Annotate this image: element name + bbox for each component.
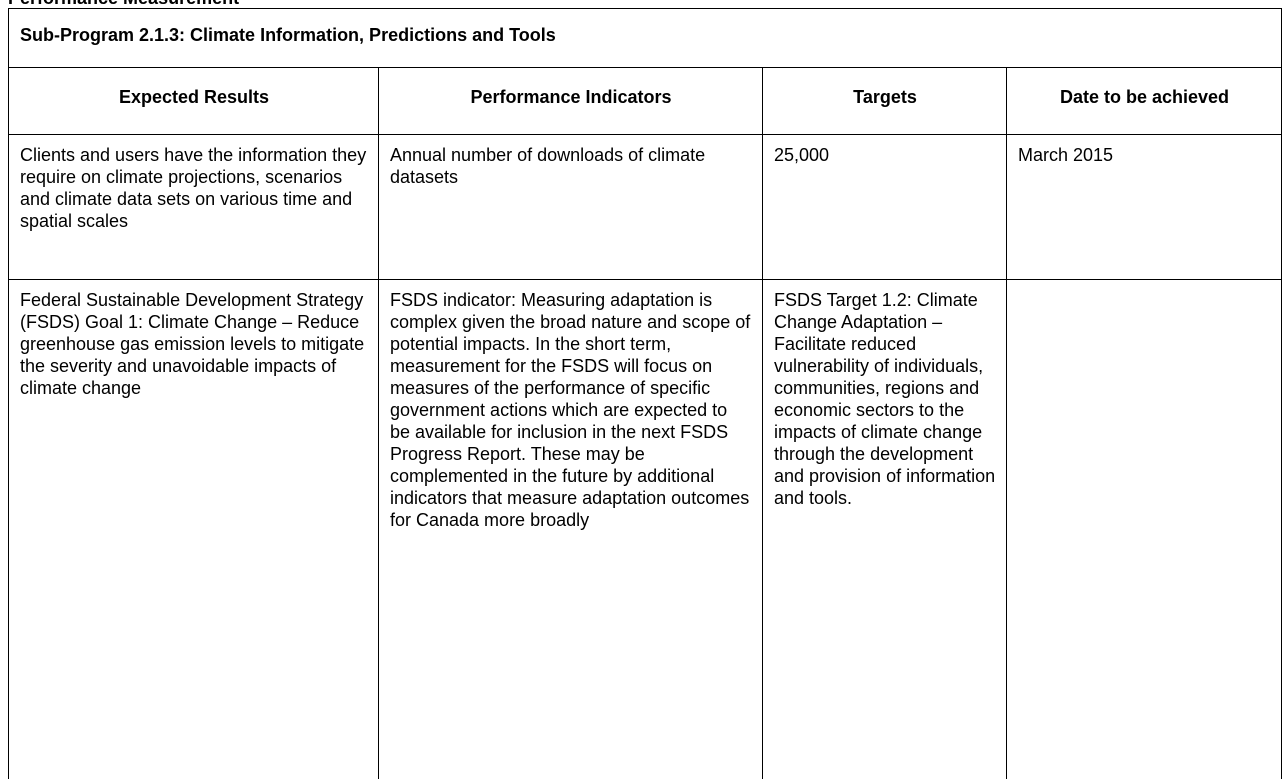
table-cell: March 2015 (1007, 135, 1282, 280)
column-header: Performance Indicators (379, 68, 763, 135)
page: Performance Measurement Sub-Program 2.1.… (0, 0, 1288, 745)
column-header: Expected Results (9, 68, 379, 135)
table-cell: FSDS indicator: Measuring adaptation is … (379, 280, 763, 779)
table-cell: Federal Sustainable Development Strategy… (9, 280, 379, 779)
results-table: Sub-Program 2.1.3: Climate Information, … (8, 8, 1282, 779)
table-title: Sub-Program 2.1.3: Climate Information, … (9, 9, 1282, 68)
table-cell: FSDS Target 1.2: Climate Change Adaptati… (763, 280, 1007, 779)
column-header: Targets (763, 68, 1007, 135)
column-header: Date to be achieved (1007, 68, 1282, 135)
table-cell: 25,000 (763, 135, 1007, 280)
table-cell (1007, 280, 1282, 779)
table-cell: Clients and users have the information t… (9, 135, 379, 280)
table-cell: Annual number of downloads of climate da… (379, 135, 763, 280)
